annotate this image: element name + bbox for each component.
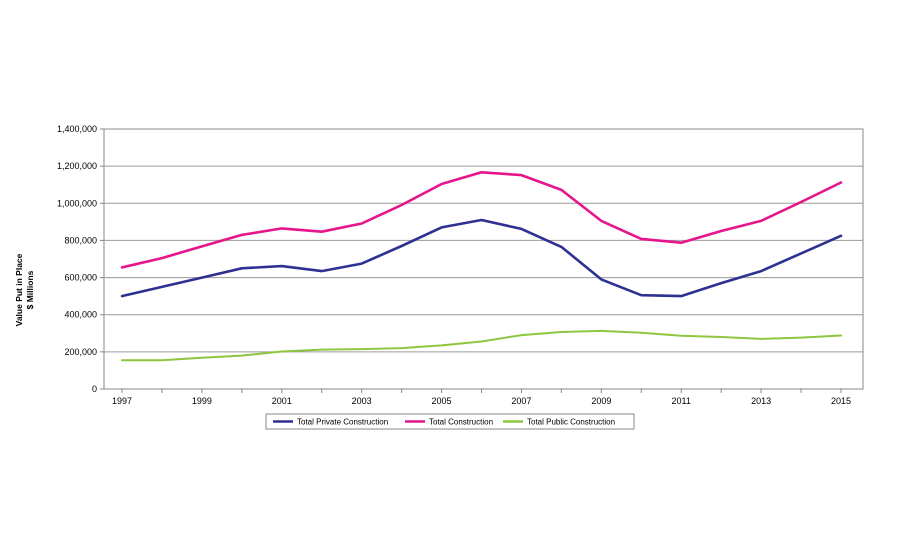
series-line-total-construction	[120, 171, 843, 269]
series-line-total-public-construction	[121, 329, 842, 362]
y-tick-label: 400,000	[64, 310, 97, 320]
legend-label-total-construction: Total Construction	[429, 418, 493, 427]
y-tick-label: 200,000	[64, 347, 97, 357]
legend-label-total-public-construction: Total Public Construction	[527, 418, 615, 427]
y-axis-label-line-1: Value Put in Place	[14, 253, 24, 326]
x-tick-label: 2001	[272, 396, 292, 406]
legend-box	[265, 413, 635, 430]
y-tick-label: 1,400,000	[57, 124, 97, 134]
y-tick-label: 1,200,000	[57, 161, 97, 171]
x-tick-label: 2009	[591, 396, 611, 406]
x-tick-label: 2015	[831, 396, 851, 406]
y-axis-label-line-2: $ Millions	[25, 270, 35, 309]
x-tick-label: 1997	[112, 396, 132, 406]
y-tick-label: 1,000,000	[57, 198, 97, 208]
legend-label-total-private-construction: Total Private Construction	[297, 418, 388, 427]
x-tick-label: 1999	[192, 396, 212, 406]
x-tick-label: 2013	[751, 396, 771, 406]
x-tick-label: 2005	[432, 396, 452, 406]
x-tick-label: 2007	[511, 396, 531, 406]
x-tick-label: 2003	[352, 396, 372, 406]
x-tick-label: 2011	[672, 396, 691, 406]
y-axis-ticks: 0 200,000 400,000 600,000 800,000 1,000,000 1,…	[57, 124, 104, 394]
series-line-total-private-construction	[120, 218, 843, 298]
plot-area	[103, 128, 864, 390]
y-tick-label: 600,000	[64, 273, 97, 283]
gridlines	[104, 165, 863, 353]
legend: Total Private Construction Total Construc…	[265, 413, 635, 430]
y-tick-label: 800,000	[64, 235, 97, 245]
y-tick-label: 0	[92, 384, 97, 394]
x-axis-ticks: 1997 1999 2001 2003 2005 2007 2009 2011 2013 2015	[112, 389, 851, 406]
series-lines	[120, 171, 843, 362]
